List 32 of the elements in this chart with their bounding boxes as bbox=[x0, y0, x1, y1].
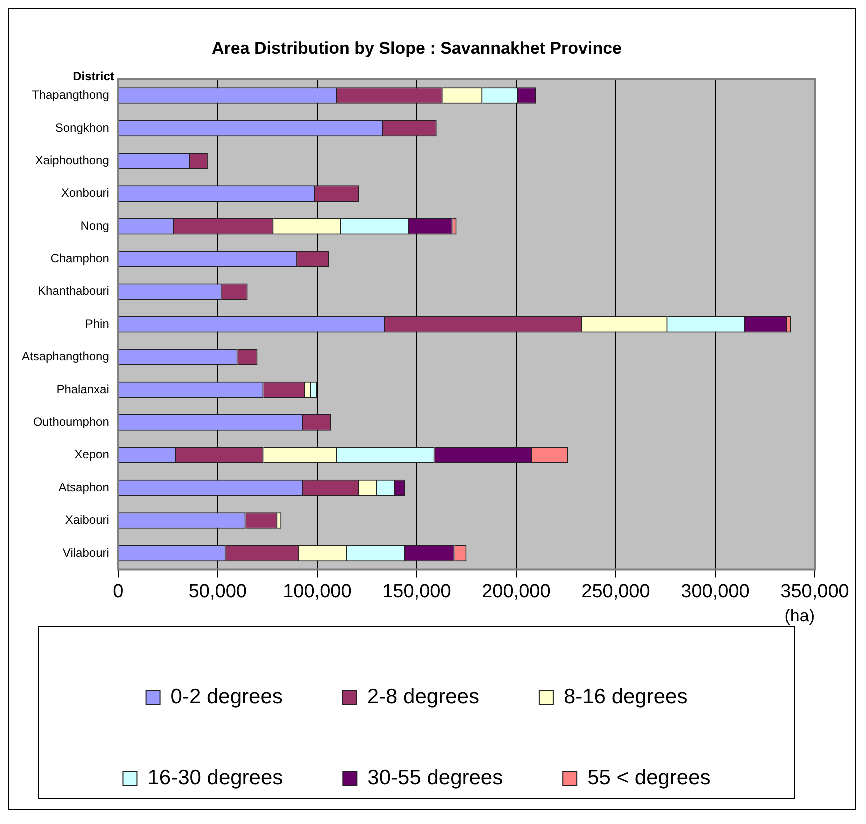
y-tick-label: Atsaphangthong bbox=[22, 350, 110, 364]
x-tick-label: 250,000 bbox=[582, 581, 650, 602]
x-tick-label: 200,000 bbox=[482, 581, 551, 602]
y-tick-label: Thapangthong bbox=[32, 88, 110, 102]
x-tick-label: 150,000 bbox=[382, 581, 452, 602]
x-axis-title: (ha) bbox=[784, 606, 815, 626]
legend-label: 30-55 degrees bbox=[368, 766, 504, 790]
x-tick-label: 350,000 bbox=[780, 581, 850, 602]
y-tick-label: Outhoumphon bbox=[33, 414, 110, 429]
y-tick-label: Phalanxai bbox=[56, 382, 110, 396]
y-tick-label: Xaibouri bbox=[65, 513, 110, 528]
y-axis-title: District bbox=[73, 70, 114, 84]
x-tick-label: 50,000 bbox=[188, 581, 247, 602]
legend-label: 16-30 degrees bbox=[148, 766, 284, 790]
x-tick-label: 300,000 bbox=[681, 581, 750, 602]
y-tick-label: Xonbouri bbox=[61, 186, 110, 200]
chart-title: Area Distribution by Slope : Savannakhet Province bbox=[212, 38, 622, 58]
x-tick-label: 100,000 bbox=[283, 581, 352, 602]
y-tick-label: Xaiphouthong bbox=[35, 153, 110, 168]
y-tick-label: Champhon bbox=[50, 252, 110, 266]
y-tick-label: Nong bbox=[80, 218, 110, 233]
x-tick-label: 0 bbox=[113, 581, 124, 602]
legend-label: 8-16 degrees bbox=[564, 685, 688, 708]
y-tick-label: Atsaphon bbox=[58, 480, 110, 494]
y-tick-label: Vilabouri bbox=[62, 546, 110, 560]
y-tick-label: Songkhon bbox=[55, 120, 110, 135]
legend-label: 2-8 degrees bbox=[367, 685, 480, 708]
y-tick-label: Xepon bbox=[74, 448, 110, 462]
y-tick-label: Khanthabouri bbox=[38, 284, 110, 298]
legend-label: 55 < degrees bbox=[588, 766, 711, 790]
y-tick-label: Phin bbox=[85, 316, 110, 331]
legend-label: 0-2 degrees bbox=[170, 685, 283, 708]
